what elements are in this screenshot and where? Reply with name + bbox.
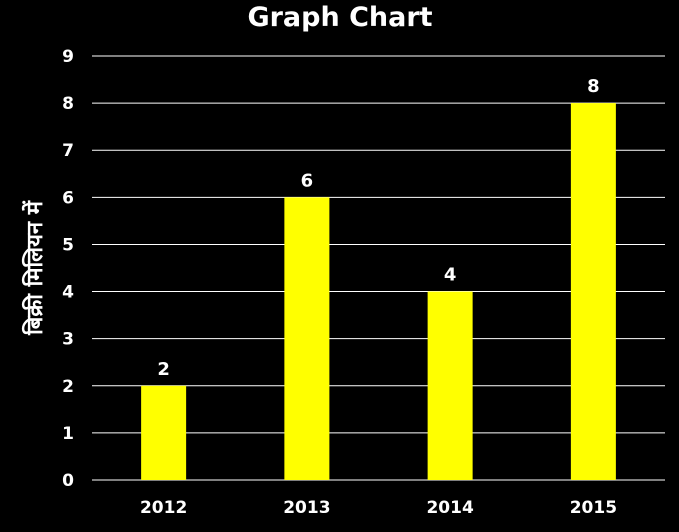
x-tick-label-2012: 2012	[140, 498, 187, 518]
bar-2012	[141, 385, 187, 480]
y-axis-ticks: 0 1 2 3 4 5 6 7 8 9	[62, 47, 74, 491]
data-label-2015: 8	[587, 76, 600, 97]
bar-2014	[427, 291, 473, 480]
y-axis-label: बिक्री मिलियन में	[21, 200, 48, 336]
y-tick-label: 5	[62, 235, 74, 255]
y-tick-label: 8	[62, 94, 74, 114]
y-tick-label: 2	[62, 377, 74, 397]
gridlines	[92, 55, 665, 481]
y-tick-label: 7	[62, 141, 74, 161]
x-tick-label-2014: 2014	[426, 498, 473, 518]
bar-2013	[284, 197, 330, 481]
chart-title: Graph Chart	[247, 2, 432, 33]
y-tick-label: 1	[62, 424, 74, 444]
bars	[141, 103, 616, 481]
data-label-2013: 6	[301, 170, 314, 191]
y-tick-label: 3	[62, 330, 74, 350]
x-tick-label-2015: 2015	[570, 498, 617, 518]
bar-2015	[570, 103, 616, 480]
data-labels: 2 6 4 8	[157, 76, 599, 380]
data-label-2012: 2	[157, 359, 170, 380]
y-tick-label: 4	[62, 283, 74, 303]
x-tick-label-2013: 2013	[283, 498, 330, 518]
y-tick-label: 6	[62, 188, 74, 208]
y-tick-label: 0	[62, 471, 74, 491]
x-axis-ticks: 2012 2013 2014 2015	[140, 498, 617, 518]
y-tick-label: 9	[62, 47, 74, 67]
data-label-2014: 4	[444, 265, 457, 286]
